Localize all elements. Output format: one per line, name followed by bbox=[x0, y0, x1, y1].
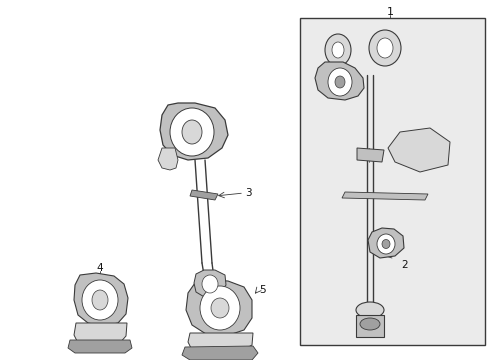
Bar bbox=[300, 18, 485, 345]
Ellipse shape bbox=[356, 302, 384, 318]
Bar bbox=[356, 315, 384, 337]
Ellipse shape bbox=[377, 38, 393, 58]
Polygon shape bbox=[74, 273, 128, 326]
Ellipse shape bbox=[332, 42, 344, 58]
Text: 5: 5 bbox=[259, 285, 265, 295]
Polygon shape bbox=[388, 128, 450, 172]
Text: 4: 4 bbox=[97, 263, 103, 273]
Polygon shape bbox=[186, 280, 252, 336]
Text: 1: 1 bbox=[387, 7, 393, 17]
Ellipse shape bbox=[335, 76, 345, 88]
Ellipse shape bbox=[325, 34, 351, 66]
Ellipse shape bbox=[200, 286, 240, 330]
Polygon shape bbox=[160, 103, 228, 160]
Ellipse shape bbox=[369, 30, 401, 66]
Polygon shape bbox=[158, 148, 178, 170]
Polygon shape bbox=[190, 190, 218, 200]
Ellipse shape bbox=[202, 275, 218, 293]
Ellipse shape bbox=[360, 318, 380, 330]
Polygon shape bbox=[368, 228, 404, 258]
Polygon shape bbox=[74, 323, 127, 348]
Polygon shape bbox=[194, 270, 226, 298]
Ellipse shape bbox=[92, 290, 108, 310]
Ellipse shape bbox=[377, 234, 395, 254]
Ellipse shape bbox=[211, 298, 229, 318]
Ellipse shape bbox=[328, 68, 352, 96]
Polygon shape bbox=[357, 148, 384, 162]
Polygon shape bbox=[188, 333, 253, 355]
Polygon shape bbox=[182, 346, 258, 360]
Polygon shape bbox=[68, 340, 132, 353]
Polygon shape bbox=[342, 192, 428, 200]
Ellipse shape bbox=[82, 280, 118, 320]
Text: 3: 3 bbox=[245, 188, 251, 198]
Ellipse shape bbox=[170, 108, 214, 156]
Text: 2: 2 bbox=[402, 260, 408, 270]
Ellipse shape bbox=[382, 239, 390, 248]
Ellipse shape bbox=[182, 120, 202, 144]
Polygon shape bbox=[315, 62, 364, 100]
